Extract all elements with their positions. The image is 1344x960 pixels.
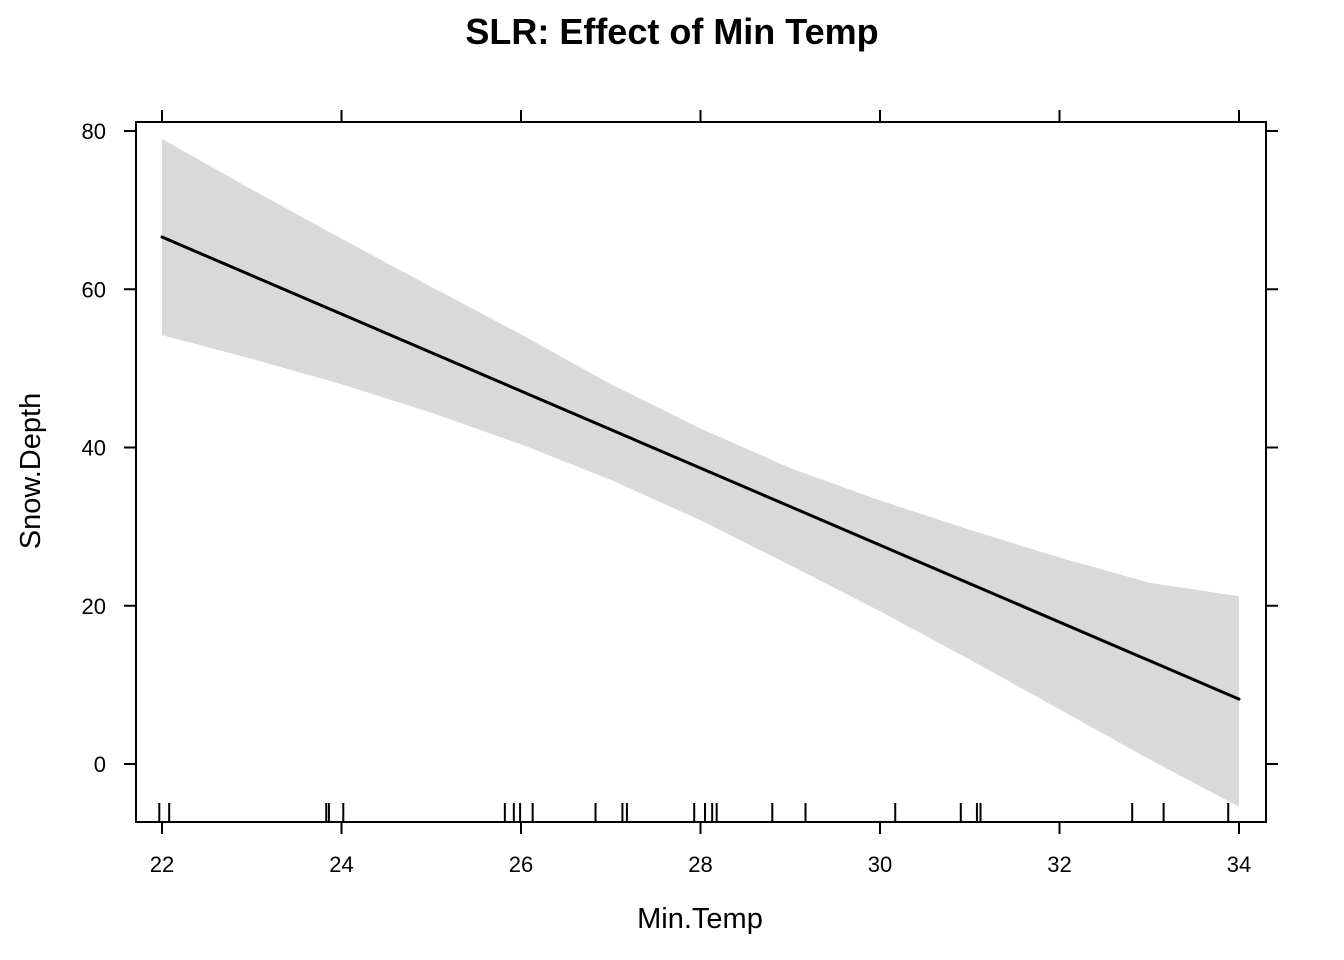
x-tick-label: 30 bbox=[868, 852, 892, 877]
x-tick-label: 24 bbox=[329, 852, 353, 877]
x-tick-label: 34 bbox=[1227, 852, 1251, 877]
chart-title: SLR: Effect of Min Temp bbox=[465, 11, 878, 52]
rug-layer bbox=[158, 803, 1230, 822]
fit-line-layer bbox=[160, 235, 1241, 701]
x-axis-ticks: 22 24 26 28 30 32 34 bbox=[150, 110, 1251, 877]
y-axis-label: Snow.Depth bbox=[15, 393, 47, 549]
x-tick-label: 28 bbox=[688, 852, 712, 877]
x-axis-label: Min.Temp bbox=[637, 903, 763, 935]
x-tick-label: 32 bbox=[1047, 852, 1071, 877]
y-tick-label: 80 bbox=[82, 119, 106, 144]
x-tick-label: 22 bbox=[150, 852, 174, 877]
y-tick-label: 0 bbox=[94, 752, 106, 777]
confidence-band bbox=[162, 138, 1239, 807]
x-tick-label: 26 bbox=[509, 852, 533, 877]
y-tick-label: 40 bbox=[82, 436, 106, 461]
y-tick-label: 20 bbox=[82, 594, 106, 619]
confidence-band-layer bbox=[162, 138, 1239, 807]
y-axis-ticks: 0 20 40 60 80 bbox=[82, 119, 1278, 777]
y-tick-label: 60 bbox=[82, 277, 106, 302]
fit-line bbox=[160, 235, 1241, 701]
